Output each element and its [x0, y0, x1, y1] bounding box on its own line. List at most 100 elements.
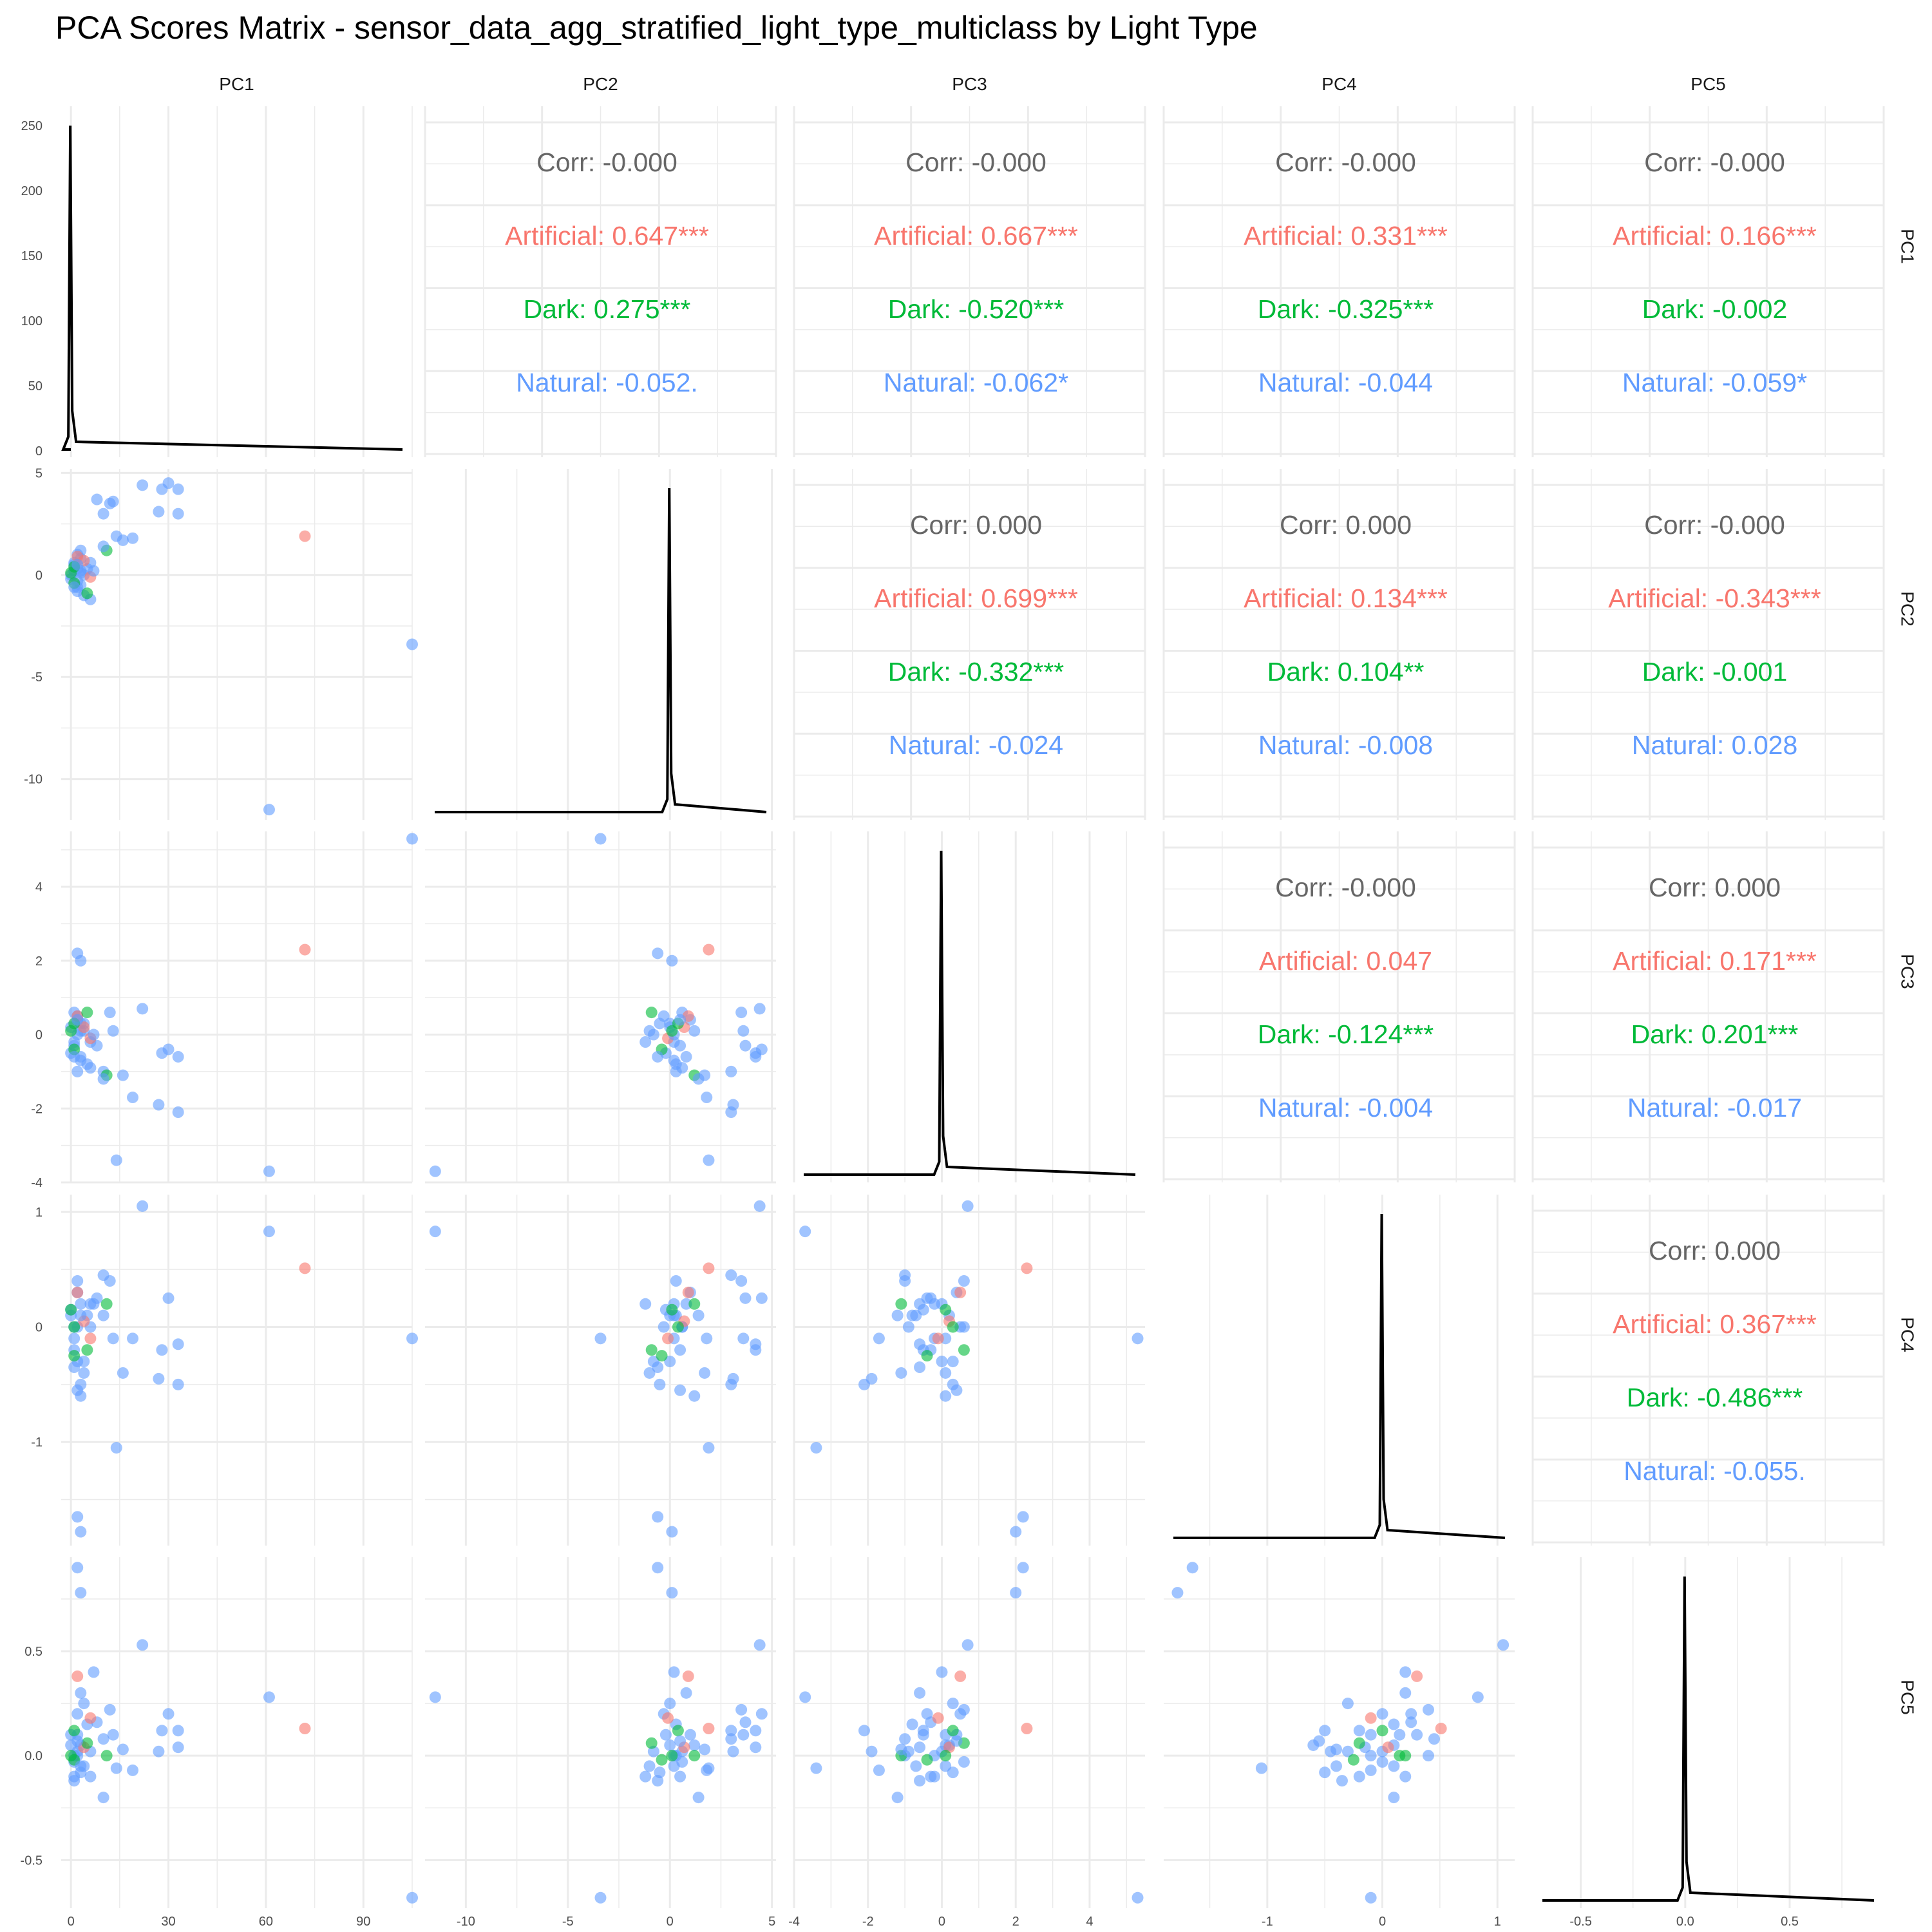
corr-label-artificial: Artificial: 0.647***: [505, 221, 709, 251]
data-point-natural: [104, 1007, 116, 1019]
data-point-natural: [153, 1099, 165, 1111]
data-point-natural: [1399, 1770, 1412, 1783]
data-point-natural: [1422, 1750, 1434, 1762]
data-point-natural: [799, 1691, 811, 1703]
data-point-natural: [674, 1014, 687, 1026]
corr-label-corr: Corr: 0.000: [1649, 1236, 1781, 1265]
data-point-natural: [936, 1356, 948, 1368]
data-point-natural: [1365, 1891, 1377, 1904]
data-point-natural: [75, 1526, 87, 1538]
y-tick-label: -5: [31, 670, 43, 685]
data-point-natural: [654, 1378, 666, 1390]
data-point-natural: [674, 1384, 687, 1396]
x-tick-label: 0: [1379, 1915, 1386, 1929]
x-tick-label: 30: [161, 1915, 175, 1929]
data-point-natural: [263, 1691, 275, 1703]
x-tick-label: 60: [259, 1915, 273, 1929]
data-point-dark: [921, 1350, 933, 1362]
data-point-natural: [654, 1018, 666, 1030]
data-point-artificial: [71, 551, 84, 563]
corr-label-corr: Corr: 0.000: [910, 510, 1042, 540]
panel-pc2-pc1: [61, 469, 418, 820]
data-point-natural: [692, 1309, 705, 1321]
panel-pc5-pc1: [61, 1557, 418, 1908]
column-strip-pc2: PC2: [583, 74, 618, 94]
data-point-natural: [162, 1708, 175, 1720]
corr-label-artificial: Artificial: -0.343***: [1608, 583, 1821, 613]
data-point-natural: [676, 1062, 688, 1074]
data-point-natural: [688, 1025, 701, 1037]
data-point-natural: [866, 1745, 878, 1757]
corr-label-natural: Natural: -0.004: [1258, 1093, 1433, 1122]
data-point-dark: [666, 1750, 678, 1762]
data-point-artificial: [682, 1670, 694, 1682]
data-point-natural: [735, 1703, 748, 1716]
data-point-natural: [735, 1275, 748, 1287]
density-curve-pc3: [804, 850, 1136, 1176]
corr-label-corr: Corr: -0.000: [1275, 147, 1416, 177]
x-tick-label: 4: [1086, 1915, 1093, 1929]
data-point-natural: [71, 1384, 84, 1396]
data-point-dark: [645, 1344, 658, 1356]
data-point-natural: [670, 1275, 682, 1287]
y-tick-label: 5: [35, 466, 43, 480]
data-point-natural: [406, 833, 418, 845]
data-point-natural: [127, 1092, 139, 1104]
data-point-natural: [639, 1036, 652, 1048]
panel-pc1-pc3: Corr: -0.000 Artificial: 0.667*** Dark: -0…: [793, 106, 1146, 457]
x-tick-label: -10: [457, 1915, 475, 1929]
corr-label-natural: Natural: 0.028: [1632, 730, 1798, 760]
data-point-artificial: [1021, 1723, 1033, 1735]
data-point-natural: [172, 1741, 184, 1754]
corr-label-artificial: Artificial: 0.667***: [874, 221, 1078, 251]
data-point-natural: [104, 1275, 116, 1287]
data-point-natural: [680, 1050, 692, 1063]
y-tick-label: -1: [31, 1435, 43, 1450]
data-point-natural: [1394, 1728, 1406, 1741]
data-point-natural: [799, 1226, 811, 1238]
data-point-natural: [947, 1356, 959, 1368]
data-point-natural: [406, 1332, 418, 1345]
data-point-dark: [656, 1754, 668, 1766]
data-point-natural: [958, 1321, 970, 1333]
data-point-natural: [961, 1200, 974, 1212]
data-point-natural: [652, 1775, 664, 1787]
data-point-natural: [727, 1372, 739, 1385]
data-point-natural: [1388, 1718, 1400, 1730]
x-tick-label: -4: [788, 1915, 800, 1929]
data-point-natural: [1336, 1775, 1348, 1787]
data-point-natural: [78, 1356, 90, 1368]
data-point-natural: [902, 1745, 914, 1757]
data-point-natural: [668, 1666, 680, 1678]
row-strip-pc2: PC2: [1898, 591, 1918, 626]
data-point-natural: [1017, 1562, 1029, 1574]
corr-label-natural: Natural: -0.052.: [516, 368, 698, 397]
data-point-natural: [117, 1367, 129, 1379]
y-tick-label: 2: [35, 954, 43, 969]
data-point-natural: [680, 1298, 692, 1310]
data-point-natural: [97, 1792, 109, 1804]
corr-label-natural: Natural: -0.055.: [1624, 1456, 1806, 1486]
data-point-natural: [172, 1725, 184, 1737]
data-point-natural: [658, 1321, 670, 1333]
data-point-natural: [917, 1725, 929, 1737]
data-point-natural: [921, 1708, 933, 1720]
corr-label-natural: Natural: -0.044: [1258, 368, 1433, 397]
corr-label-artificial: Artificial: 0.331***: [1244, 221, 1448, 251]
data-point-natural: [429, 1165, 441, 1177]
corr-label-natural: Natural: -0.024: [889, 730, 1063, 760]
panel-pc5-pc4: [1164, 1557, 1515, 1908]
data-point-natural: [929, 1770, 940, 1783]
data-point-natural: [172, 507, 184, 520]
y-tick-label: 0: [35, 569, 43, 583]
data-point-natural: [107, 1728, 119, 1741]
data-point-natural: [429, 1226, 441, 1238]
data-point-dark: [645, 1737, 658, 1749]
data-point-dark: [666, 1025, 678, 1037]
data-point-artificial: [662, 1332, 674, 1345]
panel-pc5-pc2: [425, 1557, 776, 1908]
data-point-natural: [1331, 1743, 1343, 1756]
data-point-natural: [68, 1775, 80, 1787]
x-tick-label: -1: [1262, 1915, 1273, 1929]
corr-label-artificial: Artificial: 0.166***: [1613, 221, 1817, 251]
